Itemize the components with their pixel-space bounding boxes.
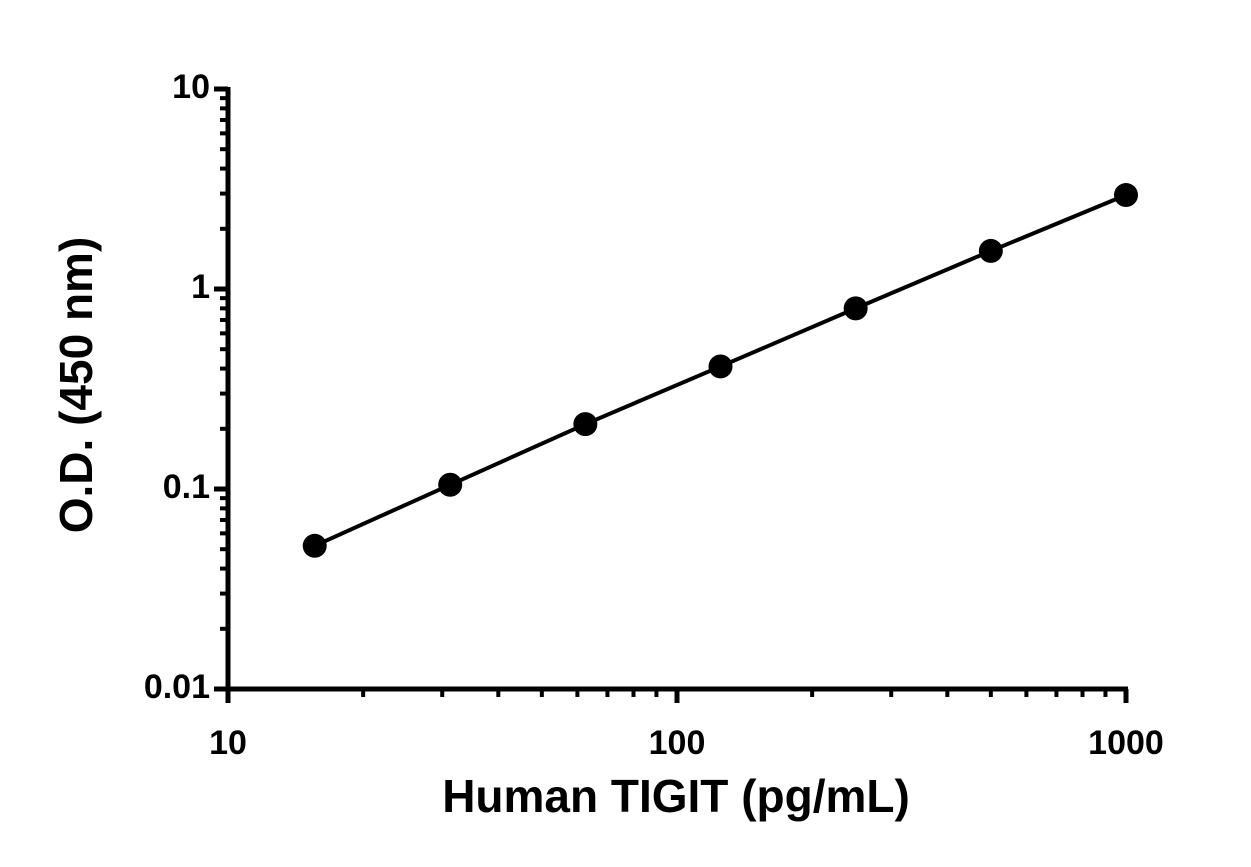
data-point: [1114, 183, 1138, 208]
data-point: [708, 354, 733, 379]
y-axis-title: O.D. (450 nm): [50, 237, 102, 534]
x-axis-title: Human TIGIT (pg/mL): [442, 770, 910, 822]
y-tick-label: 0.01: [144, 668, 210, 706]
data-point: [843, 296, 868, 321]
x-tick-label: 1000: [1088, 724, 1164, 762]
y-tick-label: 0.1: [163, 468, 210, 506]
y-tick-label: 1: [191, 268, 210, 306]
data-point: [302, 533, 327, 558]
x-tick-label: 10: [209, 724, 247, 762]
x-tick-label: 100: [649, 724, 706, 762]
y-tick-label: 10: [172, 68, 210, 106]
data-point: [978, 238, 1003, 263]
data-point: [573, 412, 598, 437]
data-point: [438, 472, 463, 497]
